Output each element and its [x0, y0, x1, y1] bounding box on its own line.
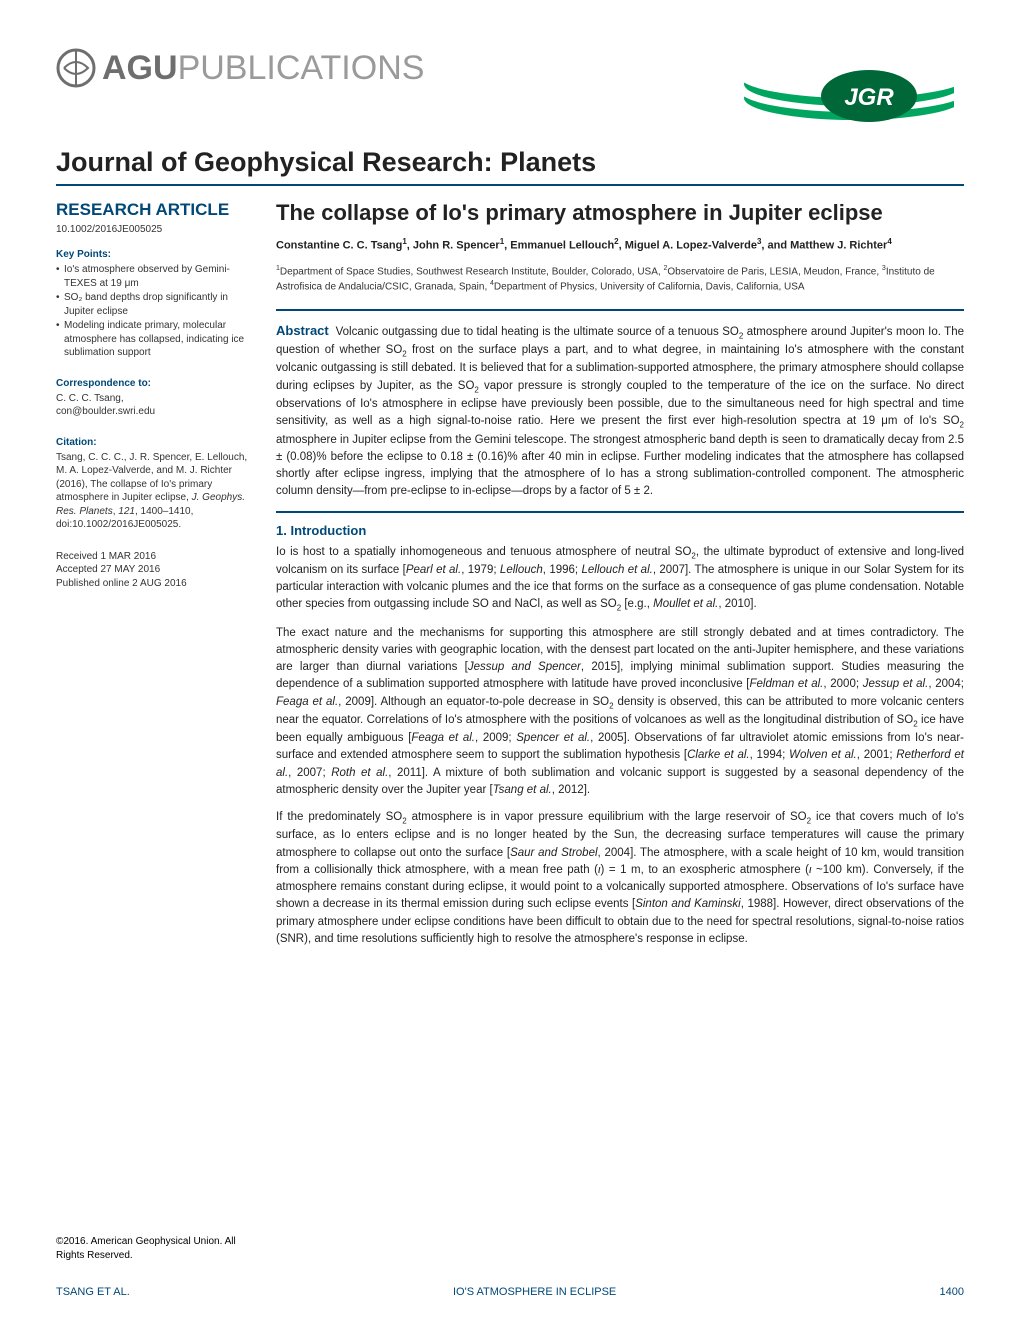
journal-name: Journal of Geophysical Research: Planets: [56, 147, 964, 178]
accepted-date: Accepted 27 MAY 2016: [56, 563, 256, 577]
footer-center: IO'S ATMOSPHERE IN ECLIPSE: [453, 1286, 616, 1298]
doi: 10.1002/2016JE005025: [56, 224, 256, 235]
sidebar: RESEARCH ARTICLE 10.1002/2016JE005025 Ke…: [56, 200, 256, 958]
footer-right: 1400: [940, 1286, 964, 1298]
abstract: Abstract Volcanic outgassing due to tida…: [276, 321, 964, 501]
footer-left: TSANG ET AL.: [56, 1286, 130, 1298]
citation-section: Citation: Tsang, C. C. C., J. R. Spencer…: [56, 437, 256, 532]
agu-publications-logo: AGUPUBLICATIONS: [56, 48, 424, 88]
key-points-heading: Key Points:: [56, 249, 256, 260]
content: RESEARCH ARTICLE 10.1002/2016JE005025 Ke…: [56, 200, 964, 958]
affiliations: 1Department of Space Studies, Southwest …: [276, 264, 964, 295]
body-paragraph: If the predominately SO2 atmosphere is i…: [276, 809, 964, 948]
abstract-label: Abstract: [276, 323, 329, 338]
correspondence-heading: Correspondence to:: [56, 378, 256, 389]
key-point-item: SO₂ band depths drop significantly in Ju…: [56, 291, 256, 318]
dates-section: Received 1 MAR 2016 Accepted 27 MAY 2016…: [56, 550, 256, 591]
jgr-badge: JGR: [674, 48, 954, 131]
key-point-item: Modeling indicate primary, molecular atm…: [56, 319, 256, 360]
body-paragraph: Io is host to a spatially inhomogeneous …: [276, 544, 964, 615]
main-content: The collapse of Io's primary atmosphere …: [276, 200, 964, 958]
header-brand: AGUPUBLICATIONS JGR: [56, 48, 964, 131]
article-title: The collapse of Io's primary atmosphere …: [276, 200, 964, 226]
citation-text: Tsang, C. C. C., J. R. Spencer, E. Lello…: [56, 451, 256, 532]
separator-rule: [276, 309, 964, 311]
body-paragraph: The exact nature and the mechanisms for …: [276, 625, 964, 800]
svg-text:JGR: JGR: [844, 84, 894, 111]
key-points-list: Io's atmosphere observed by Gemini-TEXES…: [56, 263, 256, 360]
footer: TSANG ET AL. IO'S ATMOSPHERE IN ECLIPSE …: [56, 1286, 964, 1298]
agu-text: AGUPUBLICATIONS: [102, 49, 424, 88]
abstract-text: Volcanic outgassing due to tidal heating…: [276, 326, 964, 497]
published-date: Published online 2 AUG 2016: [56, 577, 256, 591]
received-date: Received 1 MAR 2016: [56, 550, 256, 564]
correspondence-section: Correspondence to: C. C. C. Tsang, con@b…: [56, 378, 256, 419]
correspondence-name: C. C. C. Tsang,: [56, 392, 256, 406]
correspondence-email: con@boulder.swri.edu: [56, 405, 256, 419]
copyright: ©2016. American Geophysical Union. All R…: [56, 1235, 256, 1262]
top-rule: [56, 184, 964, 186]
section-heading: 1. Introduction: [276, 523, 964, 538]
article-type: RESEARCH ARTICLE: [56, 200, 256, 220]
citation-heading: Citation:: [56, 437, 256, 448]
key-point-item: Io's atmosphere observed by Gemini-TEXES…: [56, 263, 256, 290]
agu-icon: [56, 48, 96, 88]
page: AGUPUBLICATIONS JGR Journal of Geophysic…: [0, 0, 1020, 1320]
authors: Constantine C. C. Tsang1, John R. Spence…: [276, 236, 964, 254]
separator-rule: [276, 511, 964, 513]
key-points-section: Key Points: Io's atmosphere observed by …: [56, 249, 256, 360]
